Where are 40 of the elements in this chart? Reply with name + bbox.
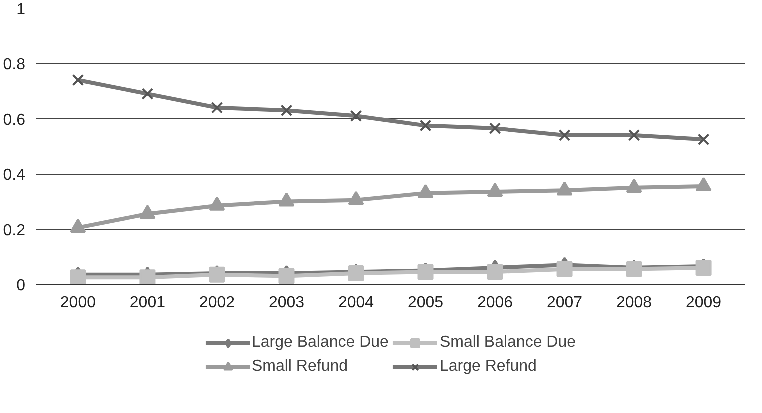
point: [140, 270, 156, 284]
point: [278, 268, 295, 284]
point: [348, 265, 364, 282]
point: [487, 264, 504, 280]
x-tick-label: 2005: [408, 294, 444, 312]
point: [698, 134, 710, 146]
point: [489, 122, 502, 135]
point: [70, 270, 86, 284]
legend-label: Small Refund: [252, 357, 348, 377]
x-tick-label: 2009: [686, 294, 722, 312]
point: [628, 130, 640, 142]
point: [418, 264, 434, 280]
legend-label: Large Balance Due: [252, 333, 389, 353]
point: [72, 74, 84, 86]
x-tick-label: 2007: [546, 294, 583, 312]
x-tick-label: 2006: [477, 294, 514, 312]
x-tick-label: 2004: [338, 294, 374, 312]
y-tick-label: 1: [16, 2, 26, 18]
point: [211, 102, 224, 114]
y-tick-label: 0: [16, 278, 26, 294]
point: [420, 120, 432, 132]
y-tick-label: 0.4: [3, 167, 26, 184]
point: [696, 260, 712, 276]
y-tick-label: 0.2: [3, 222, 26, 240]
point: [556, 261, 573, 278]
x-tick-label: 2001: [130, 294, 166, 312]
x-tick-label: 2000: [60, 294, 96, 312]
legend-label: Large Refund: [440, 357, 537, 377]
x-tick-label: 2008: [616, 294, 652, 312]
legend-label: Small Balance Due: [440, 333, 576, 353]
point: [142, 88, 154, 100]
x-tick-label: 2003: [268, 294, 305, 312]
point: [626, 261, 642, 278]
point: [280, 104, 293, 117]
point: [350, 110, 362, 122]
y-tick-label: 0.8: [3, 56, 26, 74]
point: [209, 266, 226, 283]
x-tick-label: 2002: [199, 294, 236, 312]
point: [558, 130, 571, 142]
y-tick-label: 0.6: [3, 112, 26, 129]
